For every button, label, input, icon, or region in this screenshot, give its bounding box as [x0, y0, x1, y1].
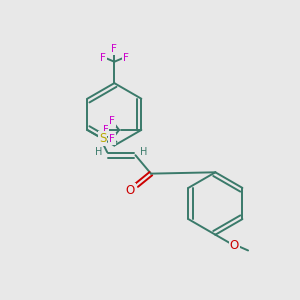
Text: F: F: [123, 53, 128, 63]
Text: F: F: [100, 53, 106, 63]
Text: H: H: [95, 147, 103, 157]
Text: H: H: [140, 147, 148, 157]
Text: S: S: [99, 132, 106, 146]
Text: F: F: [103, 125, 109, 135]
Text: O: O: [230, 238, 239, 252]
Text: O: O: [125, 184, 135, 197]
Text: F: F: [109, 116, 115, 126]
Text: F: F: [111, 44, 117, 54]
Text: F: F: [109, 134, 115, 144]
